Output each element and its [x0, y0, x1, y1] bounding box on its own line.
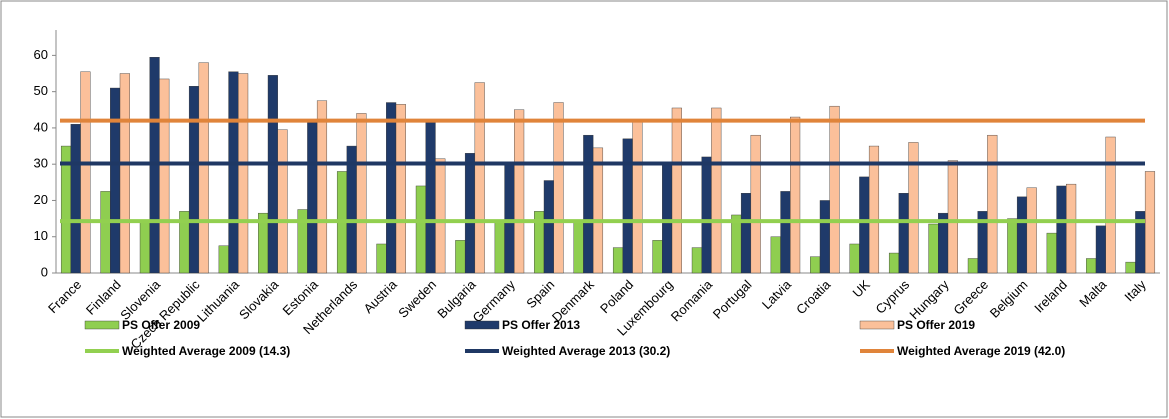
legend-label: PS Offer 2019 [897, 318, 975, 332]
bar [908, 142, 919, 274]
bar [307, 122, 318, 274]
bar [228, 71, 239, 274]
bar [711, 107, 722, 274]
bar [819, 200, 830, 274]
bar [731, 214, 742, 274]
bar [868, 145, 880, 274]
bar [455, 240, 466, 274]
bar [297, 209, 308, 274]
bar [425, 122, 436, 274]
legend-label: PS Offer 2009 [122, 318, 200, 332]
bar [435, 158, 446, 274]
y-tick-label: 30 [34, 156, 48, 171]
bar [1066, 183, 1077, 274]
bar [1105, 136, 1116, 274]
bar [198, 62, 209, 274]
bar [376, 243, 387, 274]
bar [188, 86, 200, 274]
bar [474, 82, 485, 274]
bar [1046, 232, 1057, 274]
bar [159, 78, 170, 274]
bar [543, 180, 554, 274]
bar [464, 153, 476, 274]
bar [622, 138, 633, 274]
bar [316, 100, 328, 274]
y-tick-label: 40 [34, 119, 48, 134]
bar [277, 129, 288, 274]
bar [1007, 218, 1018, 274]
y-tick-label: 0 [41, 264, 48, 279]
bar [790, 116, 801, 274]
legend-swatch [859, 320, 895, 330]
bar [652, 240, 663, 274]
bar [356, 113, 367, 274]
bar [494, 222, 505, 274]
legend-label: Weighted Average 2019 (42.0) [897, 344, 1065, 358]
bar [947, 160, 958, 274]
bar [671, 107, 682, 274]
bar [70, 124, 81, 274]
legend-swatch [84, 320, 120, 330]
bar [780, 191, 791, 274]
bar [612, 247, 624, 274]
bar [139, 222, 150, 274]
bar [740, 193, 752, 274]
bar [80, 71, 91, 274]
bar [238, 73, 249, 274]
bar [386, 102, 397, 274]
legend-swatch [464, 320, 500, 330]
bar [395, 104, 406, 274]
y-tick-label: 50 [34, 83, 48, 98]
bar [898, 193, 909, 274]
bar [928, 223, 939, 274]
bar [967, 258, 978, 274]
bar [770, 236, 781, 274]
bar [1016, 196, 1028, 274]
bar [119, 73, 130, 274]
bar [987, 134, 998, 274]
bar [415, 185, 426, 274]
bar [701, 156, 712, 274]
bar [100, 191, 111, 274]
bar [553, 102, 564, 274]
bar [583, 134, 594, 274]
bar [592, 147, 604, 274]
bar [1144, 171, 1156, 274]
bar [810, 256, 821, 274]
bar [1095, 225, 1106, 274]
bar [662, 163, 673, 274]
bar [1086, 258, 1097, 274]
bar [888, 252, 900, 274]
y-tick-label: 10 [34, 228, 48, 243]
bar [632, 120, 643, 274]
bar [514, 109, 525, 274]
y-tick-label: 60 [34, 47, 48, 62]
bar [504, 163, 515, 274]
legend-label: PS Offer 2013 [502, 318, 580, 332]
bar [110, 87, 121, 274]
bar [859, 176, 870, 274]
bar [691, 247, 702, 274]
bar [849, 243, 860, 274]
bar [1125, 261, 1136, 274]
bar [829, 105, 840, 274]
y-tick-label: 20 [34, 192, 48, 207]
legend-label: Weighted Average 2013 (30.2) [502, 344, 670, 358]
bar [1026, 187, 1037, 274]
bar [1056, 185, 1067, 274]
bar [267, 75, 278, 274]
bar [573, 222, 584, 274]
legend-label: Weighted Average 2009 (14.3) [122, 344, 290, 358]
bar [750, 134, 761, 274]
bar [218, 245, 229, 274]
